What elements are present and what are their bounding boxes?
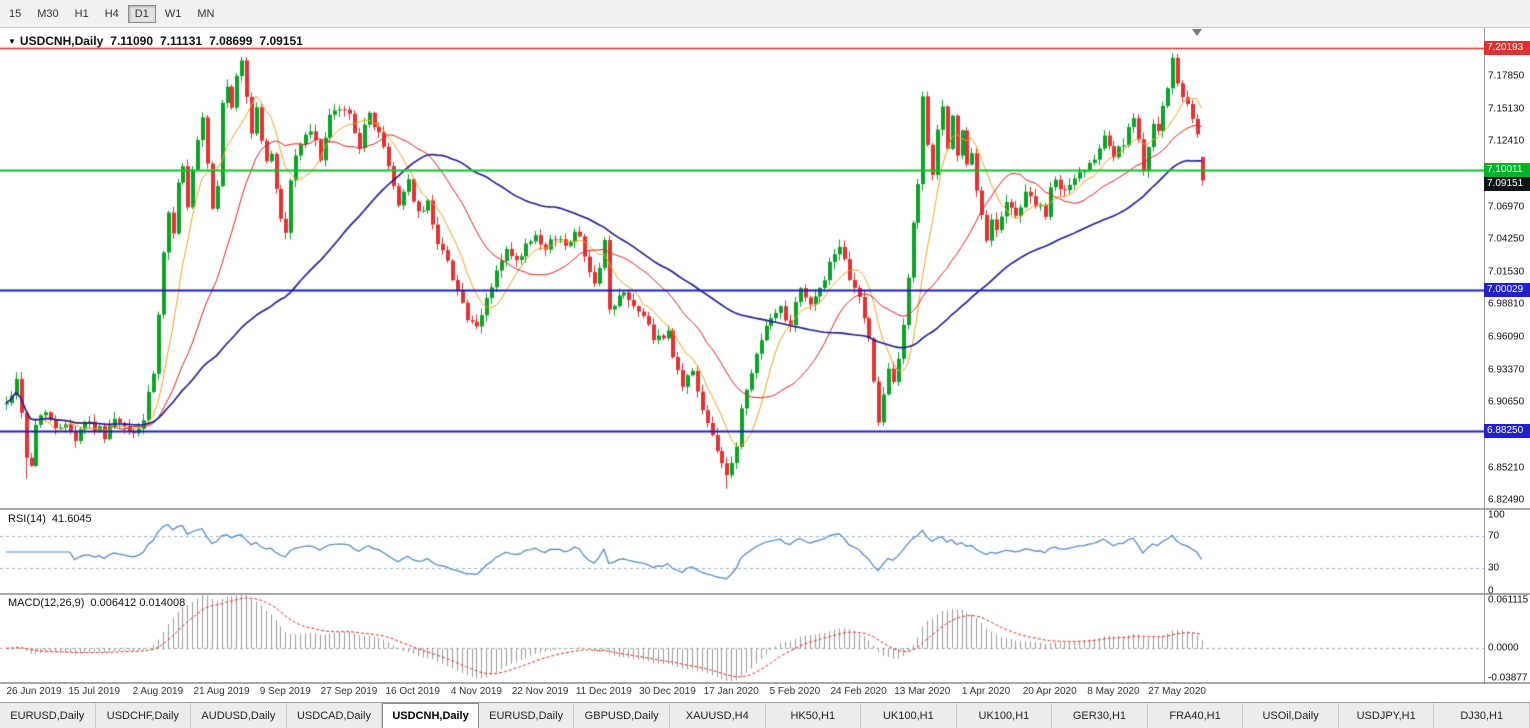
time-label: 13 Mar 2020 [894,686,951,697]
time-label: 24 Feb 2020 [830,686,887,697]
rsi-value: 41.6045 [51,513,92,525]
tab-hk50-h1[interactable]: HK50,H1 [766,703,862,728]
macd-values: 0.006412 0.014008 [90,597,186,609]
rsi-indicator-label: RSI(14) 41.6045 [8,513,92,525]
rsi-name: RSI(14) [8,513,46,525]
price-axis[interactable]: 7.17850 7.15130 7.12410 7.06970 7.04250 7.015… [1484,28,1530,684]
tab-dj30-h1[interactable]: DJ30,H1 [1434,703,1530,728]
price-badge-7.20193: 7.20193 [1484,40,1530,55]
rsi-tick: 100 [1488,509,1505,521]
price-tick: 7.17850 [1488,70,1525,82]
price-badge-6.88250: 6.88250 [1484,424,1530,439]
time-label: 4 Nov 2019 [450,686,502,697]
time-label: 15 Jul 2019 [68,686,121,697]
time-label: 5 Feb 2020 [769,686,821,697]
price-axis-border [1484,28,1485,684]
price-tick: 7.04250 [1488,233,1525,245]
time-label: 27 Sep 2019 [320,686,378,697]
tab-usoil-daily[interactable]: USOil,Daily [1243,703,1339,728]
time-label: 26 Jun 2019 [6,686,62,697]
tab-usdjpy-h1[interactable]: USDJPY,H1 [1339,703,1435,728]
panel-separator[interactable] [0,508,1530,510]
tab-usdcnh-daily[interactable]: USDCNH,Daily [382,703,479,728]
chart-shift-marker-icon[interactable] [1192,29,1202,36]
tab-uk100-h1[interactable]: UK100,H1 [957,703,1053,728]
timeframe-toolbar: 15 M30 H1 H4 D1 W1 MN [0,0,1530,28]
time-label: 2 Aug 2019 [132,686,184,697]
chart-symbol-period: USDCNH,Daily [19,34,104,48]
price-chart-canvas[interactable] [0,28,1484,684]
time-label: 9 Sep 2019 [259,686,311,697]
time-label: 1 Apr 2020 [961,686,1011,697]
panel-separator[interactable] [0,593,1530,595]
macd-name: MACD(12,26,9) [8,597,85,609]
price-tick: 7.01530 [1488,266,1525,278]
panel-separator [0,682,1530,684]
rsi-tick: 70 [1488,530,1500,542]
time-axis[interactable]: 26 Jun 2019 15 Jul 2019 2 Aug 2019 21 Aug 2… [0,686,1484,702]
timeframe-button-w1[interactable]: W1 [164,7,182,20]
price-tick: 7.12410 [1488,135,1525,147]
macd-tick: 0.0000 [1488,642,1519,654]
tab-xauusd-h4[interactable]: XAUUSD,H4 [670,703,766,728]
title-marker-icon: ▼ [8,37,16,46]
rsi-tick: 30 [1488,562,1500,574]
time-label: 22 Nov 2019 [511,686,569,697]
tab-audusd-daily[interactable]: AUDUSD,Daily [191,703,287,728]
time-label: 11 Dec 2019 [575,686,632,697]
tab-eurusd-daily[interactable]: EURUSD,Daily [0,703,96,728]
price-tick: 6.82490 [1488,494,1525,506]
price-tick: 6.98810 [1488,298,1525,310]
tab-ger30-h1[interactable]: GER30,H1 [1052,703,1148,728]
price-tick: 7.15130 [1488,103,1525,115]
timeframe-button-h4[interactable]: H4 [104,7,119,20]
timeframe-button-mn[interactable]: MN [197,7,215,20]
time-label: 30 Dec 2019 [639,686,696,697]
timeframe-button-15[interactable]: 15 [9,7,22,20]
ohlc-open: 7.11090 [110,34,153,48]
ohlc-close: 7.09151 [259,34,303,48]
time-label: 17 Jan 2020 [703,686,759,697]
price-tick: 7.06970 [1488,201,1525,213]
tab-usdcad-daily[interactable]: USDCAD,Daily [287,703,383,728]
macd-tick: -0.03877 [1488,672,1528,684]
price-badge-7.10011: 7.10011 [1484,163,1530,178]
macd-tick: 0.061115 [1488,594,1529,606]
time-label: 20 Apr 2020 [1022,686,1077,697]
tab-eurusd-daily[interactable]: EURUSD,Daily [479,703,575,728]
macd-indicator-label: MACD(12,26,9) 0.006412 0.014008 [8,597,185,609]
tab-fra40-h1[interactable]: FRA40,H1 [1148,703,1244,728]
chart-tab-bar: EURUSD,Daily USDCHF,Daily AUDUSD,Daily USDC… [0,702,1530,728]
timeframe-button-m30[interactable]: M30 [37,7,59,20]
tab-gbpusd-daily[interactable]: GBPUSD,Daily [574,703,670,728]
tab-uk100-h1[interactable]: UK100,H1 [861,703,957,728]
price-badge-7.00029: 7.00029 [1484,282,1530,297]
ohlc-high: 7.11131 [160,34,203,48]
time-label: 27 May 2020 [1148,686,1206,697]
rsi-tick: 0 [1488,585,1494,597]
price-tick: 6.90650 [1488,396,1525,408]
price-tick: 6.96090 [1488,331,1525,343]
current-price-badge: 7.09151 [1484,177,1530,192]
chart-title: ▼ USDCNH,Daily 7.11090 7.11131 7.08699 7.0915… [8,34,303,48]
time-label: 16 Oct 2019 [385,686,440,697]
time-label: 8 May 2020 [1087,686,1140,697]
timeframe-button-h1[interactable]: H1 [74,7,89,20]
price-tick: 6.85210 [1488,462,1525,474]
time-label: 21 Aug 2019 [193,686,250,697]
price-tick: 6.93370 [1488,364,1525,376]
ohlc-low: 7.08699 [209,34,253,48]
tab-usdchf-daily[interactable]: USDCHF,Daily [96,703,192,728]
timeframe-button-d1[interactable]: D1 [127,4,156,23]
